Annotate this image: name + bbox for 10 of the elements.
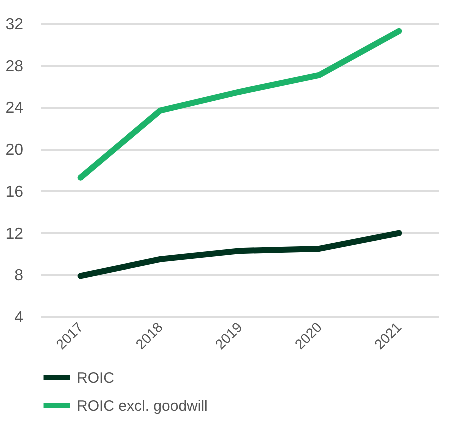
y-tick-label: 4 (14, 310, 24, 326)
y-tick-label: 24 (6, 100, 24, 118)
y-tick-label: 12 (6, 226, 24, 243)
legend-label: ROIC excl. goodwill (77, 398, 208, 415)
y-tick-label: 32 (6, 16, 24, 34)
y-tick-label: 8 (14, 268, 24, 285)
y-tick-label: 20 (6, 142, 24, 160)
legend-label: ROIC (77, 370, 115, 387)
y-tick-label: 28 (6, 58, 24, 76)
y-tick-label: 16 (6, 184, 24, 201)
